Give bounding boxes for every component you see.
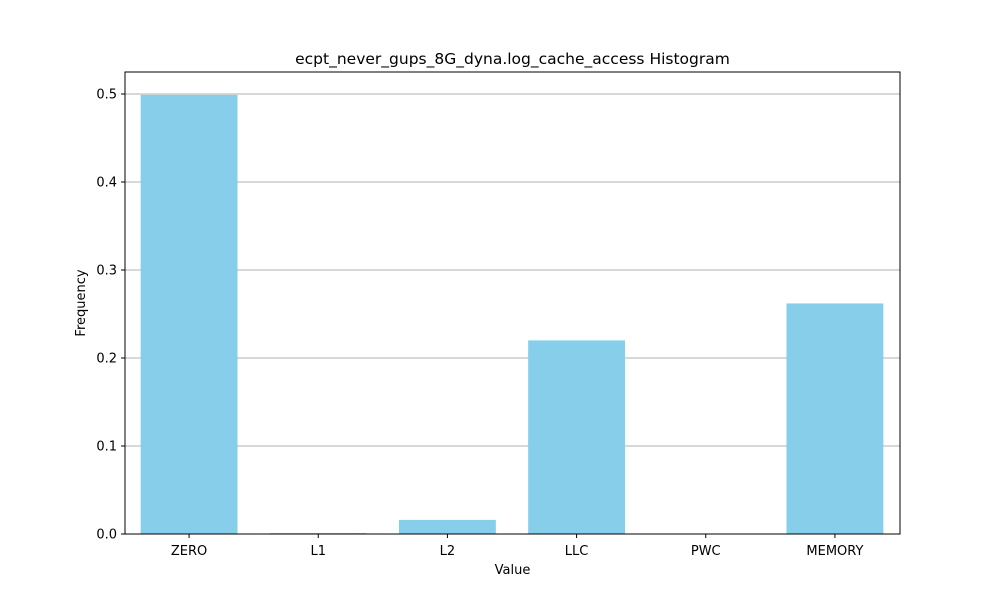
- bar-layer: [140, 94, 884, 534]
- y-axis-label: Frequency: [74, 269, 89, 336]
- x-tick-label: PWC: [691, 544, 721, 559]
- y-tick-label: 0.4: [96, 176, 117, 191]
- bar-zero: [140, 94, 238, 534]
- x-axis-ticks: ZERO L1 L2 LLC PWC MEMORY: [171, 534, 863, 559]
- y-tick-label: 0.3: [96, 264, 117, 279]
- bar-l2: [398, 519, 496, 534]
- bar-memory: [786, 303, 884, 534]
- y-axis-ticks: 0.0 0.1 0.2 0.3 0.4 0.5: [96, 88, 125, 543]
- x-tick-label: MEMORY: [806, 544, 863, 559]
- plot-frame: [124, 71, 901, 535]
- y-tick-label: 0.1: [96, 440, 117, 455]
- chart-title: ecpt_never_gups_8G_dyna.log_cache_access…: [295, 50, 730, 69]
- x-tick-label: L1: [310, 544, 326, 559]
- x-axis-label: Value: [495, 563, 531, 578]
- y-tick-label: 0.5: [96, 88, 117, 103]
- y-tick-label: 0.2: [96, 352, 117, 367]
- y-tick-label: 0.0: [96, 528, 117, 543]
- grid-layer: [125, 93, 900, 447]
- x-tick-label: L2: [440, 544, 456, 559]
- x-tick-label: LLC: [565, 544, 589, 559]
- bar-llc: [528, 340, 626, 534]
- x-tick-label: ZERO: [171, 544, 207, 559]
